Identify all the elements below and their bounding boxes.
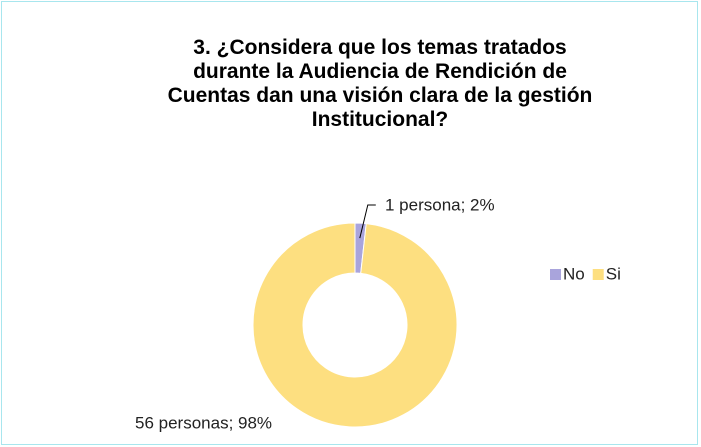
data-label: 56 personas; 98% <box>135 413 272 432</box>
legend-swatch <box>550 269 561 280</box>
legend-label: Si <box>606 264 621 283</box>
data-label: 1 persona; 2% <box>385 195 495 214</box>
legend-swatch <box>592 269 604 280</box>
donut-slice <box>252 222 458 428</box>
chart-title: 3. ¿Considera que los temas tratados dur… <box>167 36 593 131</box>
legend-label: No <box>563 264 585 283</box>
leader-line <box>359 204 376 239</box>
